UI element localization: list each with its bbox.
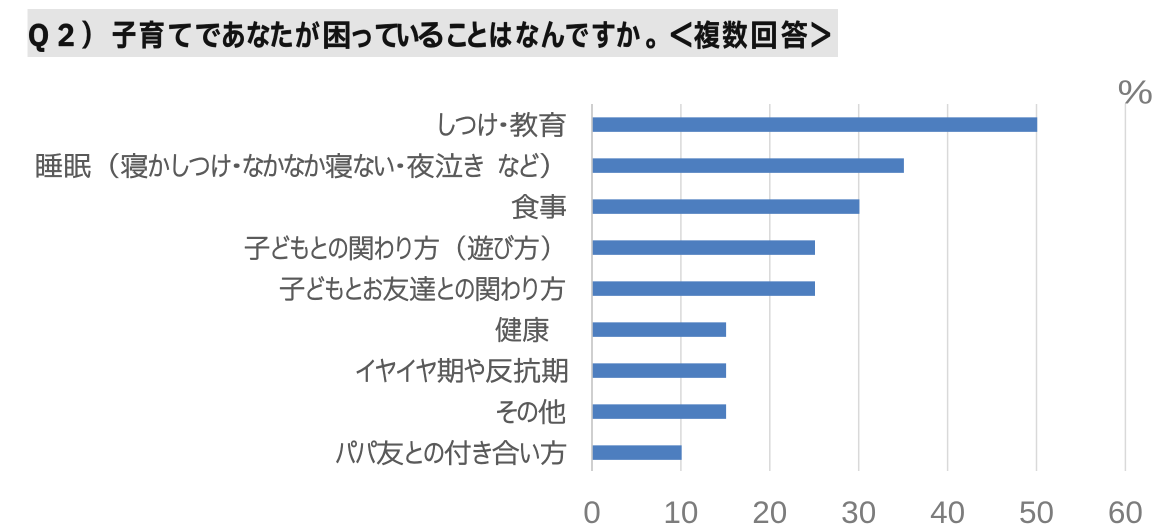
svg-text:40: 40	[930, 494, 965, 527]
svg-text:60: 60	[1108, 494, 1143, 527]
svg-text:%: %	[1118, 74, 1154, 111]
svg-text:30: 30	[841, 494, 876, 527]
svg-text:50: 50	[1019, 494, 1054, 527]
svg-text:0: 0	[583, 494, 601, 527]
svg-text:20: 20	[752, 494, 787, 527]
svg-text:10: 10	[663, 494, 698, 527]
